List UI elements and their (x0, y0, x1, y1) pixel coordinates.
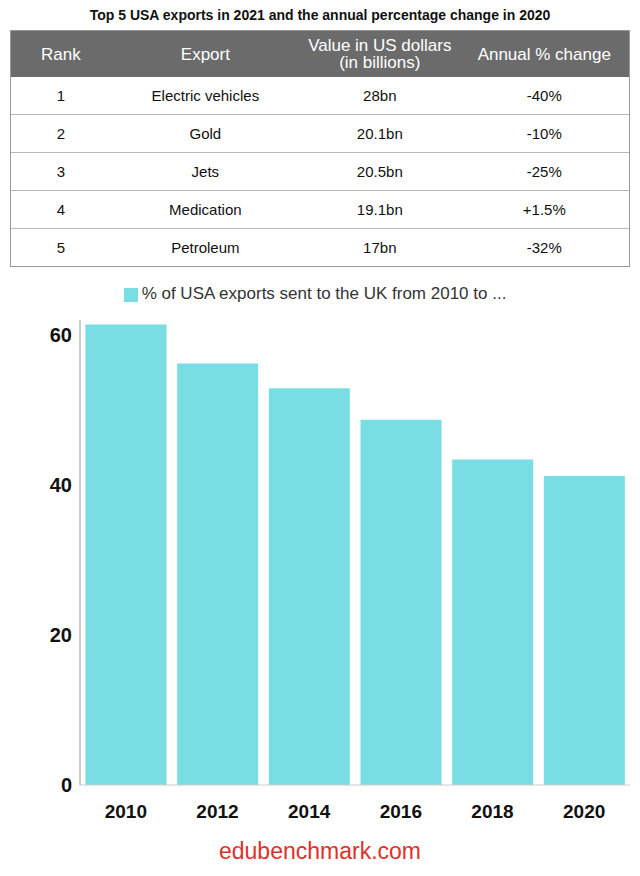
html-text:2: 2 (56, 125, 65, 142)
html-text:20.5bn: 20.5bn (356, 163, 403, 180)
html-text:17bn: 17bn (363, 239, 397, 256)
html-text:Value in US dollars (in billio: Value in US dollars (in billions) (308, 36, 452, 72)
svg-text:2014: 2014 (288, 801, 331, 822)
html-text:4: 4 (56, 201, 65, 218)
svg-text:40: 40 (50, 474, 72, 496)
svg-text:2016: 2016 (380, 801, 422, 822)
svg-text:2012: 2012 (196, 801, 238, 822)
html-text:Rank: Rank (41, 44, 81, 64)
html-text:Gold: Gold (189, 125, 222, 142)
svg-text:0: 0 (61, 774, 72, 796)
html-text:Electric vehicles: Electric vehicles (151, 87, 260, 104)
html-text:-32%: -32% (526, 239, 562, 256)
html-text:-25%: -25% (526, 163, 562, 180)
html-text:1: 1 (56, 87, 65, 104)
html-text:edubenchmark.com: edubenchmark.com (219, 838, 421, 864)
html-text:% of USA exports sent to the U: % of USA exports sent to the UK from 201… (141, 284, 507, 303)
svg-text:2018: 2018 (471, 801, 513, 822)
html-text:Top 5 USA exports in 2021 and: Top 5 USA exports in 2021 and the annual… (89, 7, 551, 23)
html-text:20.1bn: 20.1bn (356, 125, 403, 142)
html-text:+1.5%: +1.5% (522, 201, 566, 218)
html-text:28bn: 28bn (363, 87, 397, 104)
html-text:3: 3 (56, 163, 65, 180)
html-text:5: 5 (56, 239, 65, 256)
html-text:-40%: -40% (526, 87, 562, 104)
html-text:Jets: Jets (191, 163, 220, 180)
svg-text:20: 20 (50, 624, 72, 646)
html-text:Annual % change: Annual % change (477, 44, 611, 64)
svg-text:2010: 2010 (105, 801, 147, 822)
html-text:Export: Export (180, 44, 230, 64)
svg-text:60: 60 (50, 324, 72, 346)
html-text:-10%: -10% (526, 125, 562, 142)
html-text:19.1bn: 19.1bn (356, 201, 403, 218)
html-text:Petroleum: Petroleum (171, 239, 240, 256)
html-text:Medication: Medication (169, 201, 242, 218)
svg-text:2020: 2020 (563, 801, 605, 822)
